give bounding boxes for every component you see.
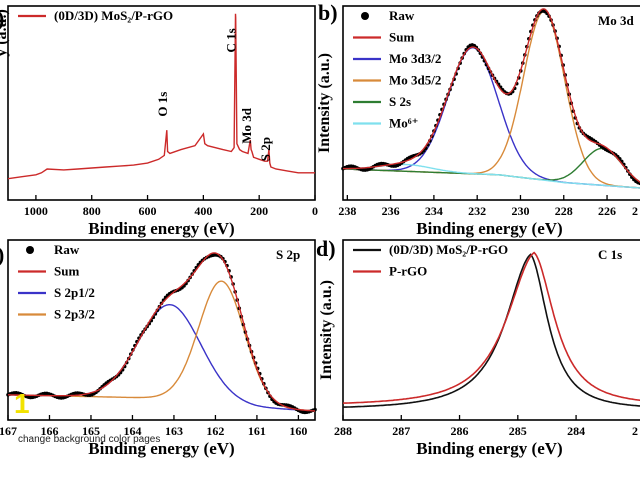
x-tick-label: 167 xyxy=(0,424,17,438)
watermark-number: 1 xyxy=(14,388,30,419)
series-line xyxy=(7,13,315,180)
panel-b: 238 236 234 232 230 228 226 2 Binding energy (eV… xyxy=(316,0,640,238)
panel-letter: ) xyxy=(0,242,4,267)
x-tick-label: 163 xyxy=(165,424,183,438)
legend-item: P-rGO xyxy=(353,264,427,279)
peak-annotation: O 1s xyxy=(155,92,170,117)
panel-letter: ) xyxy=(0,6,4,31)
sum-curve xyxy=(343,8,640,183)
legend-label: Mo 3d5/2 xyxy=(389,73,441,88)
sum-curve xyxy=(8,252,316,412)
plot-frame xyxy=(7,5,316,201)
legend-label: P-rGO xyxy=(389,264,427,279)
legend-item: S 2s xyxy=(353,94,411,109)
x-tick-label: 232 xyxy=(468,204,486,218)
x-tick-label: 286 xyxy=(451,424,469,438)
x-tick-label-partial: 2 xyxy=(632,424,638,438)
x-tick-label: 164 xyxy=(123,424,141,438)
x-tick-label: 165 xyxy=(82,424,100,438)
legend-label: Raw xyxy=(54,242,80,257)
legend-item: (0D/3D) MoS₂/P-rGO xyxy=(18,8,173,23)
x-tick-label: 162 xyxy=(206,424,224,438)
x-tick-label: 284 xyxy=(567,424,585,438)
y-axis-label: Intensity (a.u.) xyxy=(316,53,333,153)
x-tick-label-partial: 2 xyxy=(632,204,638,218)
x-axis-label: Binding energy (eV) xyxy=(88,219,234,238)
legend-item: Mo 3d3/2 xyxy=(353,51,441,66)
series-line xyxy=(342,251,640,404)
legend-marker xyxy=(361,12,369,20)
legend-label: S 2p1/2 xyxy=(54,285,95,300)
legend-marker xyxy=(26,246,34,254)
legend-item: Raw xyxy=(26,242,80,257)
corner-label: Mo 3d xyxy=(598,13,635,28)
plot-frame xyxy=(342,239,640,421)
x-tick-label: 200 xyxy=(250,204,268,218)
peak-annotation: Mo 3d xyxy=(239,107,254,144)
peak-annotation: S 2p xyxy=(258,137,273,161)
x-tick-label: 161 xyxy=(248,424,266,438)
component-curve xyxy=(343,147,640,183)
plot-frame xyxy=(7,239,316,421)
corner-label: S 2p xyxy=(276,247,300,262)
legend-item: Mo 3d5/2 xyxy=(353,73,441,88)
panel-d: 288 287 286 285 284 2 Binding energy (eV) Inten… xyxy=(316,236,640,458)
x-tick-label: 1000 xyxy=(24,204,48,218)
component-curve xyxy=(343,10,640,189)
panel-letter: d) xyxy=(316,236,336,261)
legend-item: Mo⁶⁺ xyxy=(353,116,419,131)
legend-label: Sum xyxy=(54,264,79,279)
legend-item: (0D/3D) MoS₂/P-rGO xyxy=(353,242,508,257)
legend-label: Mo 3d3/2 xyxy=(389,51,441,66)
x-tick-label: 288 xyxy=(334,424,352,438)
x-axis-label: Binding energy (eV) xyxy=(416,439,562,458)
legend-item: Raw xyxy=(361,8,415,23)
x-tick-label: 285 xyxy=(509,424,527,438)
y-axis-label: y (a.u.) xyxy=(0,9,10,57)
series-line xyxy=(342,253,640,408)
panel-c: 167 166 165 164 163 162 161 160 Binding energy (… xyxy=(0,239,317,458)
legend-label: (0D/3D) MoS₂/P-rGO xyxy=(54,8,173,23)
legend-label: Mo⁶⁺ xyxy=(389,116,419,131)
x-tick-label: 230 xyxy=(511,204,529,218)
x-tick-label: 287 xyxy=(392,424,410,438)
legend-label: Sum xyxy=(389,30,414,45)
panel-letter: b) xyxy=(318,0,338,25)
legend-item: Sum xyxy=(18,264,79,279)
watermark: 1 change background color pages xyxy=(14,386,234,446)
y-axis-label: Intensity (a.u.) xyxy=(318,280,335,380)
x-tick-label: 160 xyxy=(289,424,307,438)
legend-item: S 2p3/2 xyxy=(18,307,95,322)
x-axis-label: Binding energy (eV) xyxy=(88,439,234,458)
x-tick-label: 400 xyxy=(194,204,212,218)
legend-label: (0D/3D) MoS₂/P-rGO xyxy=(389,242,508,257)
x-tick-label: 236 xyxy=(382,204,400,218)
plot-frame xyxy=(342,5,640,201)
x-tick-label: 234 xyxy=(425,204,443,218)
watermark-caption: change background color pages xyxy=(18,434,161,445)
component-curve xyxy=(343,47,640,189)
x-tick-label: 600 xyxy=(139,204,157,218)
x-axis-label: Binding energy (eV) xyxy=(416,219,562,238)
x-tick-label: 238 xyxy=(338,204,356,218)
legend-item: Sum xyxy=(353,30,414,45)
x-tick-label: 0 xyxy=(312,204,318,218)
x-tick-label: 228 xyxy=(555,204,573,218)
legend-item: S 2p1/2 xyxy=(18,285,95,300)
x-tick-label: 166 xyxy=(40,424,58,438)
peak-annotation: C 1s xyxy=(224,28,239,52)
panel-a: 1000 800 600 400 200 0 Binding energy (eV) y (a… xyxy=(0,5,318,238)
x-tick-label: 800 xyxy=(83,204,101,218)
x-tick-label: 226 xyxy=(598,204,616,218)
corner-label: C 1s xyxy=(598,247,622,262)
legend-label: Raw xyxy=(389,8,415,23)
legend-label: S 2p3/2 xyxy=(54,307,95,322)
legend-label: S 2s xyxy=(389,94,411,109)
